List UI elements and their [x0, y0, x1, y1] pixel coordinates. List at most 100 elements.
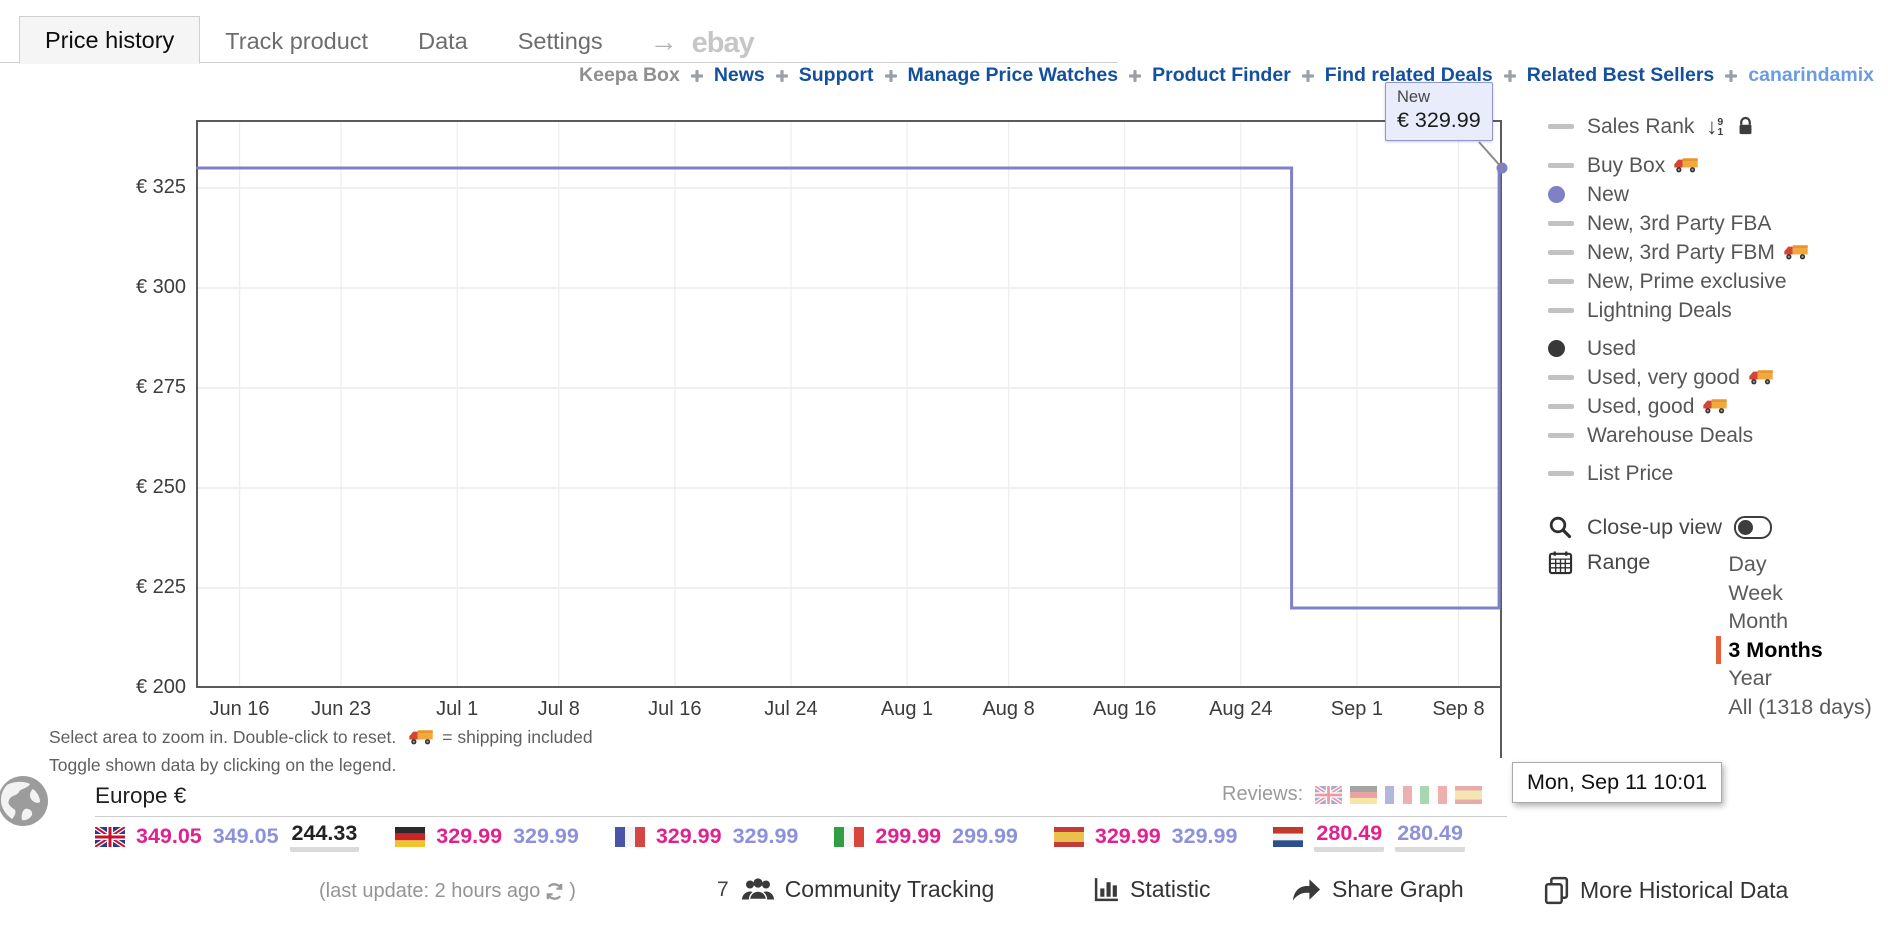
legend-item-new-prime-exclusive[interactable]: New, Prime exclusive: [1548, 267, 1878, 296]
close-up-view-label: Close-up view: [1587, 514, 1723, 539]
flag-es[interactable]: [1455, 785, 1483, 804]
x-tick-label: Jun 16: [209, 698, 270, 720]
last-update-text: (last update: 2 hours ago: [319, 880, 541, 902]
y-tick-label: € 275: [135, 376, 186, 398]
legend-hint-text: Toggle shown data by clicking on the leg…: [49, 755, 397, 775]
flag-it[interactable]: [834, 826, 865, 847]
flag-de[interactable]: [395, 826, 426, 847]
range-option-year[interactable]: Year: [1728, 666, 1772, 690]
country-price-group-es: 329.99 329.99: [1053, 824, 1238, 849]
zoom-hint-line: Select area to zoom in. Double-click to …: [49, 727, 593, 748]
flag-it[interactable]: [1420, 785, 1448, 804]
flag-fr[interactable]: [614, 826, 645, 847]
legend-item-label: List Price: [1587, 461, 1674, 485]
nav-link-find-related-deals[interactable]: Find related Deals: [1324, 64, 1493, 86]
reviews-row: Reviews:: [1222, 783, 1483, 806]
flag-uk[interactable]: [95, 826, 125, 847]
y-tick-label: € 225: [135, 576, 186, 598]
legend-marker: [1548, 404, 1574, 409]
flag-fr[interactable]: [1385, 785, 1413, 804]
price-chart-plot-area[interactable]: [196, 120, 1508, 688]
legend-item-lightning-deals[interactable]: Lightning Deals: [1548, 296, 1878, 325]
legend-item-label: New: [1587, 182, 1630, 206]
legend-item-label: Used, good: [1587, 394, 1695, 418]
legend-item-used[interactable]: Used: [1548, 334, 1878, 363]
range-option-week[interactable]: Week: [1728, 580, 1783, 605]
price-chart-svg[interactable]: [196, 120, 1508, 688]
statistic-button[interactable]: Statistic: [1093, 876, 1211, 903]
price-uk-pink: 349.05: [136, 824, 202, 848]
tooltip-pointer: [1478, 141, 1504, 170]
tab-strip-underline: [0, 62, 1118, 63]
region-title: Europe €: [95, 783, 187, 808]
nav-link-support[interactable]: Support: [798, 64, 874, 86]
shipping-truck-icon: [1748, 369, 1774, 386]
close-up-view-toggle[interactable]: [1734, 515, 1773, 539]
tab-price-history[interactable]: Price history: [19, 16, 201, 64]
legend-item-label: Lightning Deals: [1587, 298, 1732, 322]
keepa-box-label: Keepa Box: [579, 64, 680, 86]
nav-link-news[interactable]: News: [713, 64, 765, 86]
nav-link-related-best-sellers[interactable]: Related Best Sellers: [1526, 64, 1715, 86]
x-tick-label: Jul 16: [648, 698, 702, 720]
legend-item-list-price[interactable]: List Price: [1548, 459, 1878, 488]
legend-item-sales-rank[interactable]: Sales Rank ↓ 9 1: [1548, 112, 1878, 141]
shipping-hint-text: = shipping included: [442, 727, 593, 747]
price-uk-purple: 349.05: [212, 824, 279, 848]
top-nav: Keepa Box News Support Manage Price Watches…: [579, 64, 1874, 87]
nav-link-manage-price-watches[interactable]: Manage Price Watches: [907, 64, 1119, 86]
legend-hint-line: Toggle shown data by clicking on the leg…: [49, 755, 396, 776]
range-label: Range: [1587, 550, 1651, 574]
ebay-logo[interactable]: ebay: [691, 27, 755, 59]
arrow-right-icon: →: [649, 26, 678, 57]
x-tick-label: Jul 1: [436, 698, 479, 720]
cross-separator-icon: [691, 70, 703, 82]
flag-de[interactable]: [1350, 785, 1378, 804]
share-graph-button[interactable]: Share Graph: [1291, 876, 1464, 903]
calendar-icon: [1548, 550, 1574, 575]
legend-marker: [1548, 433, 1574, 438]
price-nl-purple: 280.49: [1395, 821, 1465, 852]
legend-marker: [1548, 186, 1574, 203]
nav-link-product-finder[interactable]: Product Finder: [1152, 64, 1291, 86]
tab-bar: Price history Track product Data Settings → e…: [19, 16, 755, 64]
legend-item-warehouse-deals[interactable]: Warehouse Deals: [1548, 421, 1878, 450]
more-historical-data-button[interactable]: More Historical Data: [1543, 876, 1788, 905]
tab-settings[interactable]: Settings: [517, 28, 603, 54]
close-up-view-control[interactable]: Close-up view: [1548, 512, 1878, 542]
lock-icon[interactable]: [1737, 116, 1754, 137]
refresh-icon[interactable]: [544, 881, 565, 902]
account-username-link[interactable]: canarindamix: [1748, 64, 1874, 86]
range-option-month[interactable]: Month: [1728, 609, 1789, 633]
shipping-truck-icon: [1783, 244, 1809, 261]
flag-uk[interactable]: [1315, 785, 1343, 804]
toggle-knob: [1736, 517, 1756, 537]
price-nl-pink: 280.49: [1314, 821, 1385, 852]
range-option-day[interactable]: Day: [1728, 552, 1767, 576]
legend-item-label: New, 3rd Party FBA: [1587, 211, 1772, 235]
range-option-all-1318-days-[interactable]: All (1318 days): [1728, 694, 1872, 719]
country-price-group-fr: 329.99 329.99: [614, 824, 798, 849]
y-tick-label: € 325: [135, 176, 186, 198]
flag-nl[interactable]: [1273, 826, 1304, 847]
price-de-pink: 329.99: [436, 824, 503, 848]
range-option-3-months[interactable]: 3 Months: [1716, 635, 1871, 664]
tab-track-product[interactable]: Track product: [225, 28, 369, 54]
legend-item-used-very-good[interactable]: Used, very good: [1548, 363, 1878, 392]
sort-descending-icon[interactable]: ↓ 9 1: [1706, 113, 1724, 139]
flag-es[interactable]: [1053, 826, 1084, 847]
tab-data[interactable]: Data: [418, 28, 468, 54]
legend-item-new-3rd-party-fba[interactable]: New, 3rd Party FBA: [1548, 209, 1878, 238]
community-tracking-button[interactable]: 7 Community Tracking: [717, 876, 994, 903]
legend-marker: [1548, 340, 1574, 357]
price-es-purple: 329.99: [1171, 824, 1238, 848]
legend-item-new-3rd-party-fbm[interactable]: New, 3rd Party FBM: [1548, 238, 1878, 267]
legend-marker: [1548, 163, 1574, 168]
legend-item-new[interactable]: New: [1548, 180, 1878, 209]
region-divider: [95, 816, 1507, 817]
x-tick-label: Sep 8: [1432, 698, 1485, 720]
legend-item-buy-box[interactable]: Buy Box: [1548, 151, 1878, 180]
country-price-group-it: 299.99 299.99: [834, 824, 1018, 849]
legend-item-used-good[interactable]: Used, good: [1548, 392, 1878, 421]
